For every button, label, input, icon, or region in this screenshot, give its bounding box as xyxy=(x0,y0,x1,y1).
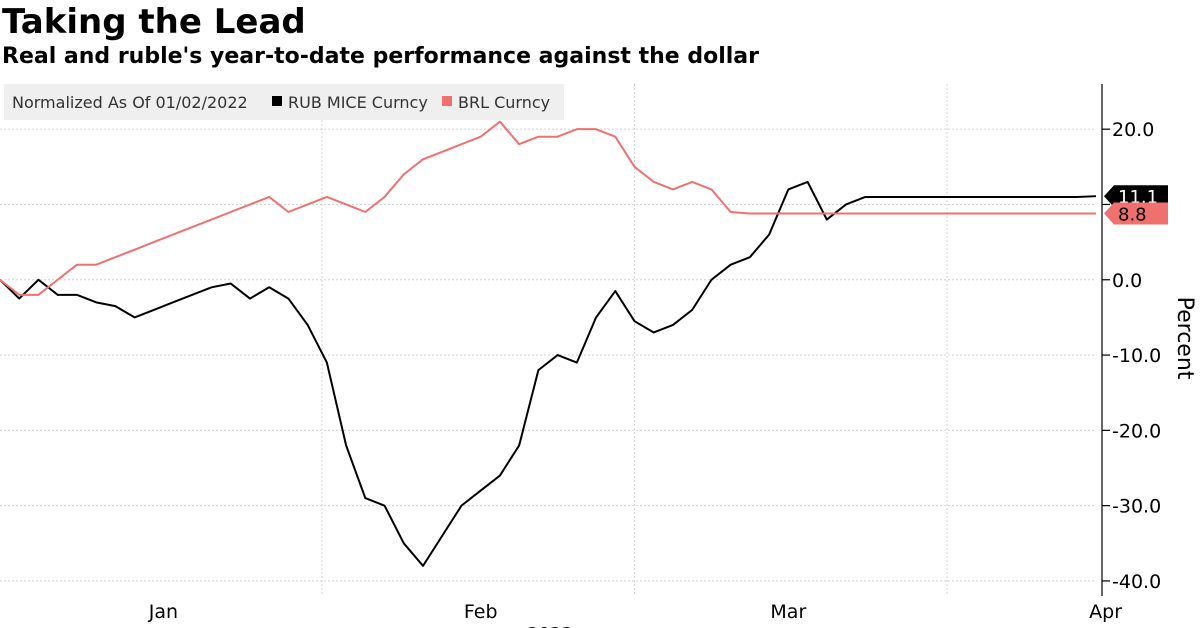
legend-normalized-label: Normalized As Of 01/02/2022 xyxy=(12,93,248,112)
x-tick-label: Apr xyxy=(1089,601,1122,623)
legend-entry-rub: RUB MICE Curncy xyxy=(288,93,428,112)
y-tick-label: -30.0 xyxy=(1112,496,1161,518)
legend-entry-brl: BRL Curncy xyxy=(458,93,550,112)
y-tick-label: -40.0 xyxy=(1112,571,1161,593)
x-tick-label: Jan xyxy=(148,601,178,623)
series-line-brl xyxy=(0,120,1096,296)
x-tick-label: Mar xyxy=(770,601,806,623)
x-axis-year-label: 2022 xyxy=(527,624,573,628)
y-tick-label: -20.0 xyxy=(1112,420,1161,442)
last-value-tag-brl xyxy=(1104,202,1168,225)
legend-swatch-rub xyxy=(272,96,282,106)
legend-swatch-brl xyxy=(442,96,452,106)
x-tick-label: Feb xyxy=(464,601,498,623)
plot-area xyxy=(0,84,1096,596)
legend-background xyxy=(4,84,564,120)
chart-title: Taking the Lead xyxy=(2,2,306,42)
y-tick-label: 0.0 xyxy=(1112,270,1142,292)
last-value-label-brl: 8.8 xyxy=(1118,205,1147,226)
y-tick-label: 20.0 xyxy=(1112,119,1154,141)
y-axis-label: Percent xyxy=(1172,297,1197,380)
last-value-tag-rub xyxy=(1104,185,1168,208)
chart-subtitle: Real and ruble's year-to-date performanc… xyxy=(2,44,759,69)
series-line-rub xyxy=(0,180,1097,567)
y-tick-label: -10.0 xyxy=(1112,345,1161,367)
